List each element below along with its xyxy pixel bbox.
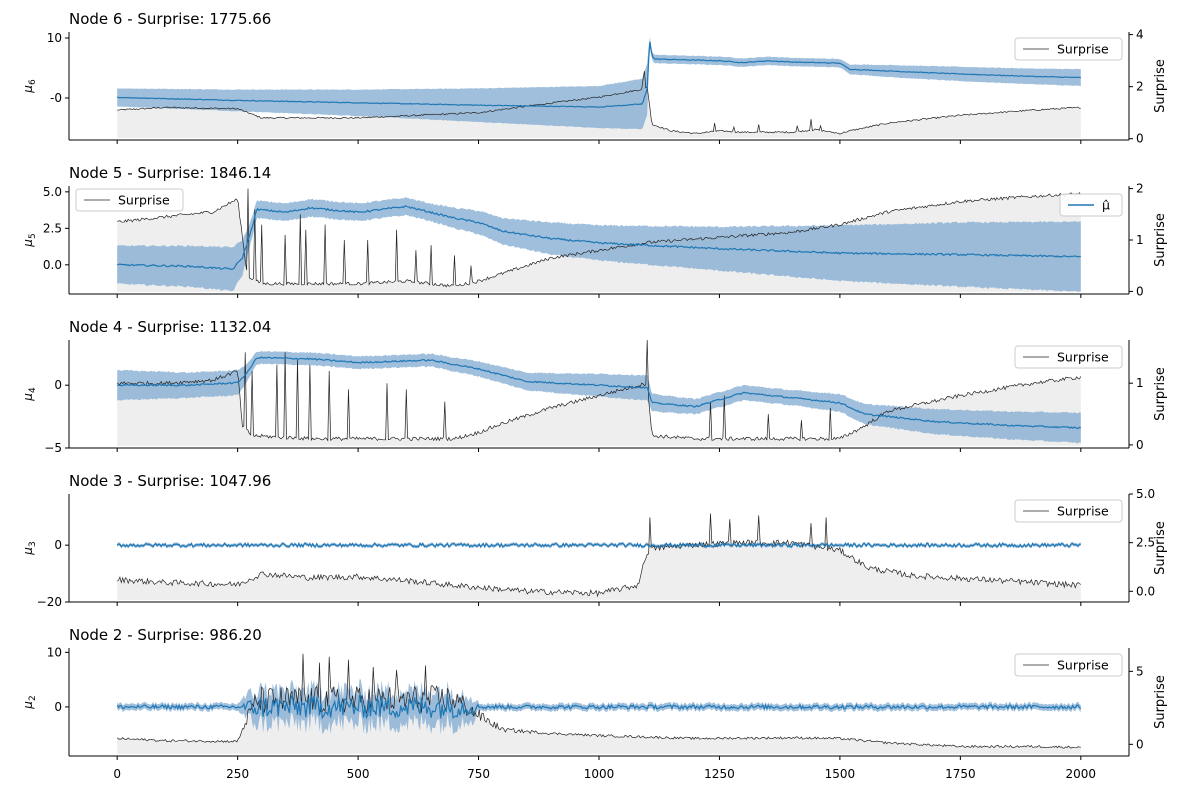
mean-line <box>117 205 1081 271</box>
y-tick-label: 0 <box>54 538 62 552</box>
panel-5: 0 10 0 5 0 250 500 750 1000 1250 1500 1750 2000 Node … <box>21 626 1168 781</box>
y2-axis-label: Surprise <box>1153 213 1168 267</box>
y-tick-label: 10 <box>47 645 62 659</box>
y2-tick-label: 5 <box>1136 664 1144 678</box>
y-axis-label: μ3 <box>21 541 38 555</box>
y2-tick-label: 0 <box>1136 737 1144 751</box>
mean-band <box>117 350 1081 444</box>
legend-surprise: Surprise <box>1014 345 1123 369</box>
y-tick-label: −20 <box>37 595 62 609</box>
legend-label: μ̂ <box>1102 198 1110 213</box>
mean-line <box>116 693 1082 720</box>
legend-box <box>75 188 184 212</box>
y2-axis-label: Surprise <box>1153 367 1168 421</box>
surprise-line <box>116 513 1082 598</box>
panel-title: Node 5 - Surprise: 1846.14 <box>69 164 271 182</box>
legend-surprise: Surprise <box>75 188 184 212</box>
y-tick-label: 5.0 <box>43 185 62 199</box>
x-tick-label: 1250 <box>704 767 735 781</box>
panel-title: Node 6 - Surprise: 1775.66 <box>69 10 271 28</box>
panel-4: −20 0 0.0 2.5 5.0 Node 3 - Surprise: 1047.96 μ… <box>21 472 1168 609</box>
panel-1: -0 10 0 2 4 Node 6 - Surprise: 1775.66 μ6 Surpr… <box>21 10 1168 146</box>
y2-tick-label: 0 <box>1136 132 1144 146</box>
mean-line <box>117 41 1081 108</box>
surprise-line <box>117 188 1082 288</box>
x-tick-label: 500 <box>347 767 370 781</box>
mean-band <box>117 197 1081 292</box>
y-axis-label: μ5 <box>21 233 38 247</box>
surprise-line <box>116 339 1082 442</box>
legend-surprise: Surprise <box>1014 499 1123 523</box>
x-tick-label: 0 <box>113 767 121 781</box>
y-axis-label: μ4 <box>21 387 38 402</box>
legend-box <box>1014 653 1123 677</box>
legend-box <box>1014 37 1123 61</box>
y2-tick-label: 5.0 <box>1136 487 1155 501</box>
panel-3: −5 0 0 1 Node 4 - Surprise: 1132.04 μ4 Surpris… <box>21 318 1168 455</box>
surprise-line <box>117 70 1081 135</box>
y2-axis-label: Surprise <box>1153 59 1168 113</box>
y2-tick-label: 0.0 <box>1136 584 1155 598</box>
y-tick-label: 0.0 <box>43 258 62 272</box>
y-axis-label: μ2 <box>21 695 38 709</box>
mean-line <box>116 542 1081 549</box>
legend-surprise: Surprise <box>1014 37 1123 61</box>
legend-surprise: Surprise <box>1014 653 1123 677</box>
y2-tick-label: 1 <box>1136 376 1144 390</box>
mean-band <box>117 37 1081 130</box>
legend-label: Surprise <box>1057 350 1109 365</box>
surprise-area <box>117 653 1081 754</box>
y2-tick-label: 2.5 <box>1136 536 1155 550</box>
x-tick-label: 1500 <box>825 767 856 781</box>
x-tick-label: 1750 <box>945 767 976 781</box>
y2-tick-label: 0 <box>1136 438 1144 452</box>
y2-tick-label: 1 <box>1136 233 1144 247</box>
y2-tick-label: 2 <box>1136 80 1144 94</box>
panel-title: Node 2 - Surprise: 986.20 <box>69 626 262 644</box>
legend-label: Surprise <box>118 193 170 208</box>
x-tick-label: 750 <box>467 767 490 781</box>
legend-box <box>1014 345 1123 369</box>
y-tick-label: 0 <box>54 700 62 714</box>
y2-tick-label: 4 <box>1136 28 1144 42</box>
x-tick-label: 250 <box>226 767 249 781</box>
surprise-area <box>117 513 1081 600</box>
legend-mean: μ̂ <box>1059 193 1123 217</box>
legend-label: Surprise <box>1057 42 1109 57</box>
y-axis-label: μ6 <box>21 79 38 94</box>
mean-line <box>116 356 1082 430</box>
legend-box <box>1014 499 1123 523</box>
y-tick-label: 0 <box>54 378 62 392</box>
y-tick-label: 2.5 <box>43 221 62 235</box>
panel-title: Node 3 - Surprise: 1047.96 <box>69 472 271 490</box>
y2-tick-label: 0 <box>1136 284 1144 298</box>
x-tick-label: 2000 <box>1066 767 1097 781</box>
y2-axis-label: Surprise <box>1153 675 1168 729</box>
x-tick-label: 1000 <box>584 767 615 781</box>
y-tick-label: 10 <box>47 31 62 45</box>
panel-2: 0.0 2.5 5.0 0 1 2 Node 5 - Surprise: 1846.14 μ5… <box>21 164 1168 298</box>
y-tick-label: −5 <box>44 441 62 455</box>
y-tick-label: -0 <box>50 91 62 105</box>
y2-axis-label: Surprise <box>1153 521 1168 575</box>
legend-label: Surprise <box>1057 658 1109 673</box>
mean-band <box>117 679 1081 735</box>
legend-label: Surprise <box>1057 504 1109 519</box>
y2-tick-label: 2 <box>1136 182 1144 196</box>
panel-title: Node 4 - Surprise: 1132.04 <box>69 318 271 336</box>
